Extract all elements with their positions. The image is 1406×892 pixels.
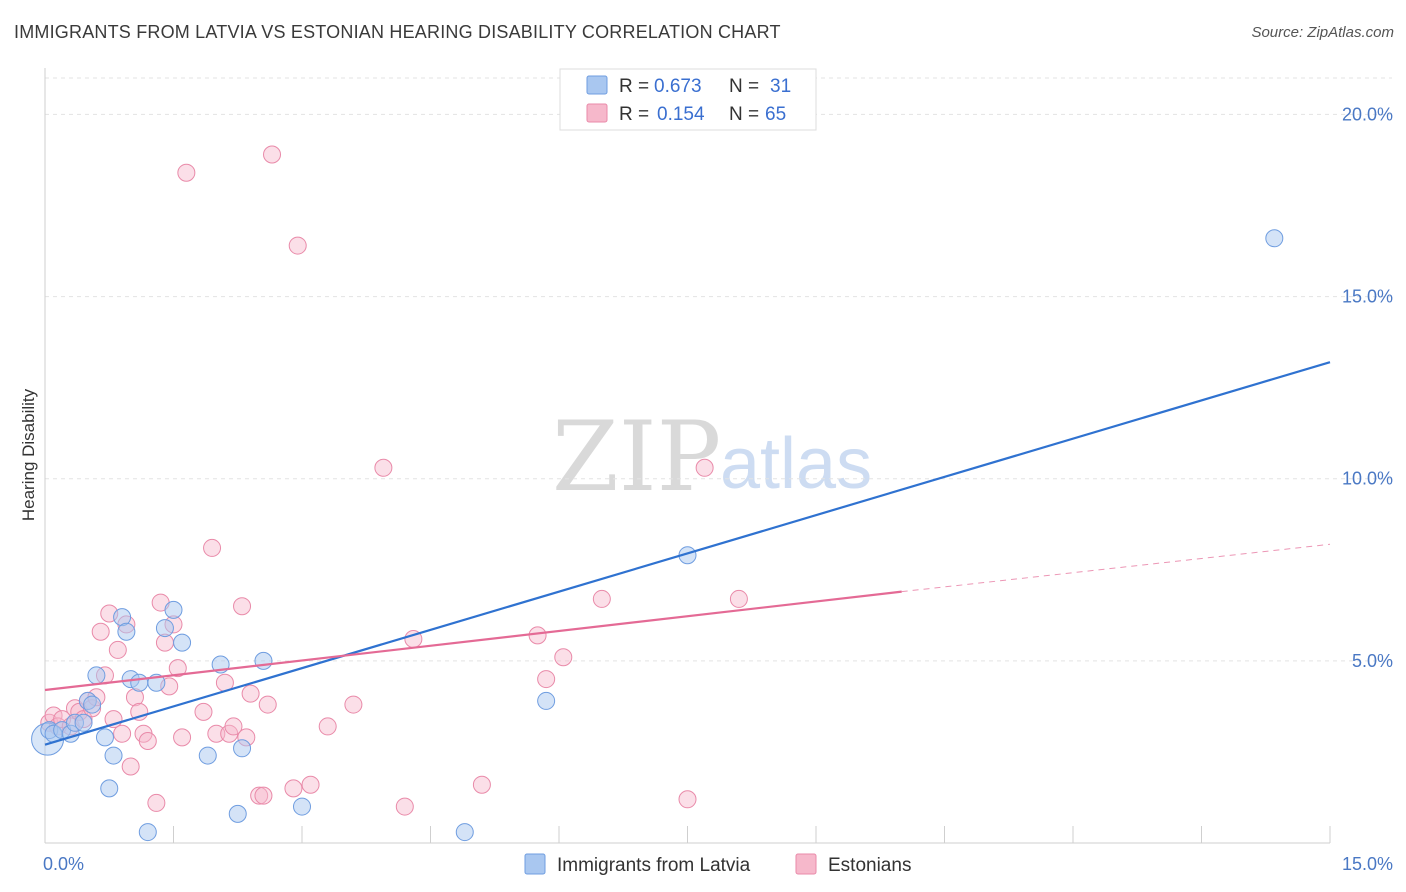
- latvia-point: [75, 714, 92, 731]
- bottom-legend-swatch-estonians: [796, 854, 816, 874]
- y-tick-label: 20.0%: [1342, 104, 1393, 124]
- bottom-legend-swatch-latvia: [525, 854, 545, 874]
- legend-swatch-latvia: [587, 76, 607, 94]
- latvia-point: [118, 623, 135, 640]
- estonians-point: [679, 791, 696, 808]
- latvia-point: [199, 747, 216, 764]
- legend-n-label-latvia: N =: [729, 76, 759, 97]
- latvia-point: [174, 634, 191, 651]
- latvia-point: [1266, 230, 1283, 247]
- estonians-point: [174, 729, 191, 746]
- legend-n-label-estonians: N =: [729, 104, 759, 125]
- estonians-point: [285, 780, 302, 797]
- bottom-legend-latvia: Immigrants from Latvia: [557, 855, 751, 876]
- estonians-point: [345, 696, 362, 713]
- estonians-point: [255, 787, 272, 804]
- estonians-point: [259, 696, 276, 713]
- latvia-point: [101, 780, 118, 797]
- latvia-point: [165, 601, 182, 618]
- latvia-point: [229, 805, 246, 822]
- estonians-point: [178, 164, 195, 181]
- legend-r-label-latvia: R =: [619, 76, 649, 97]
- estonians-point: [195, 703, 212, 720]
- x-tick-label-max: 15.0%: [1342, 854, 1393, 874]
- watermark-zip: ZIP: [552, 401, 721, 513]
- bottom-legend: Immigrants from Latvia Estonians: [525, 854, 911, 876]
- latvia-point: [96, 729, 113, 746]
- legend-n-value-estonians: 65: [765, 104, 786, 125]
- estonians-point: [529, 627, 546, 644]
- estonians-point: [242, 685, 259, 702]
- x-tick-label-min: 0.0%: [43, 854, 84, 874]
- estonians-point: [538, 671, 555, 688]
- estonians-point: [696, 459, 713, 476]
- latvia-points: [32, 230, 1283, 841]
- estonians-point: [730, 590, 747, 607]
- gridlines: [45, 78, 1392, 661]
- latvia-point: [255, 652, 272, 669]
- estonians-point: [234, 598, 251, 615]
- estonians-point: [396, 798, 413, 815]
- estonians-point: [264, 146, 281, 163]
- watermark-atlas: atlas: [720, 424, 872, 504]
- estonians-point: [92, 623, 109, 640]
- y-axis-label: Hearing Disability: [19, 388, 38, 521]
- bottom-legend-estonians: Estonians: [828, 855, 911, 876]
- estonians-point: [375, 459, 392, 476]
- estonians-point: [114, 725, 131, 742]
- latvia-point: [294, 798, 311, 815]
- estonians-point: [593, 590, 610, 607]
- scatter-chart: ZIP atlas 5.0% 10.0% 15.0% 20.0% 0.0% 15.0% H…: [0, 0, 1406, 892]
- estonians-point: [555, 649, 572, 666]
- latvia-point: [456, 824, 473, 841]
- latvia-point: [131, 674, 148, 691]
- estonians-point: [139, 733, 156, 750]
- legend-r-value-estonians: 0.154: [657, 104, 705, 125]
- estonians-point: [122, 758, 139, 775]
- estonians-point: [319, 718, 336, 735]
- y-tick-label: 10.0%: [1342, 469, 1393, 489]
- y-tick-label: 15.0%: [1342, 287, 1393, 307]
- legend-r-value-latvia: 0.673: [654, 76, 702, 97]
- estonians-point: [289, 237, 306, 254]
- estonians-point: [302, 776, 319, 793]
- latvia-point: [105, 747, 122, 764]
- legend-swatch-estonians: [587, 104, 607, 122]
- latvia-point: [139, 824, 156, 841]
- latvia-point: [156, 620, 173, 637]
- estonians-point: [148, 794, 165, 811]
- latvia-point: [88, 667, 105, 684]
- estonians-point: [473, 776, 490, 793]
- estonians-point: [109, 641, 126, 658]
- y-tick-label: 5.0%: [1352, 651, 1393, 671]
- estonians-point: [204, 539, 221, 556]
- latvia-point: [234, 740, 251, 757]
- top-legend: R = 0.673 N = 31 R = 0.154 N = 65: [560, 69, 816, 130]
- legend-n-value-latvia: 31: [770, 76, 791, 97]
- latvia-point: [84, 696, 101, 713]
- latvia-point: [538, 692, 555, 709]
- legend-r-label-estonians: R =: [619, 104, 649, 125]
- estonians-trend-extension: [902, 544, 1330, 591]
